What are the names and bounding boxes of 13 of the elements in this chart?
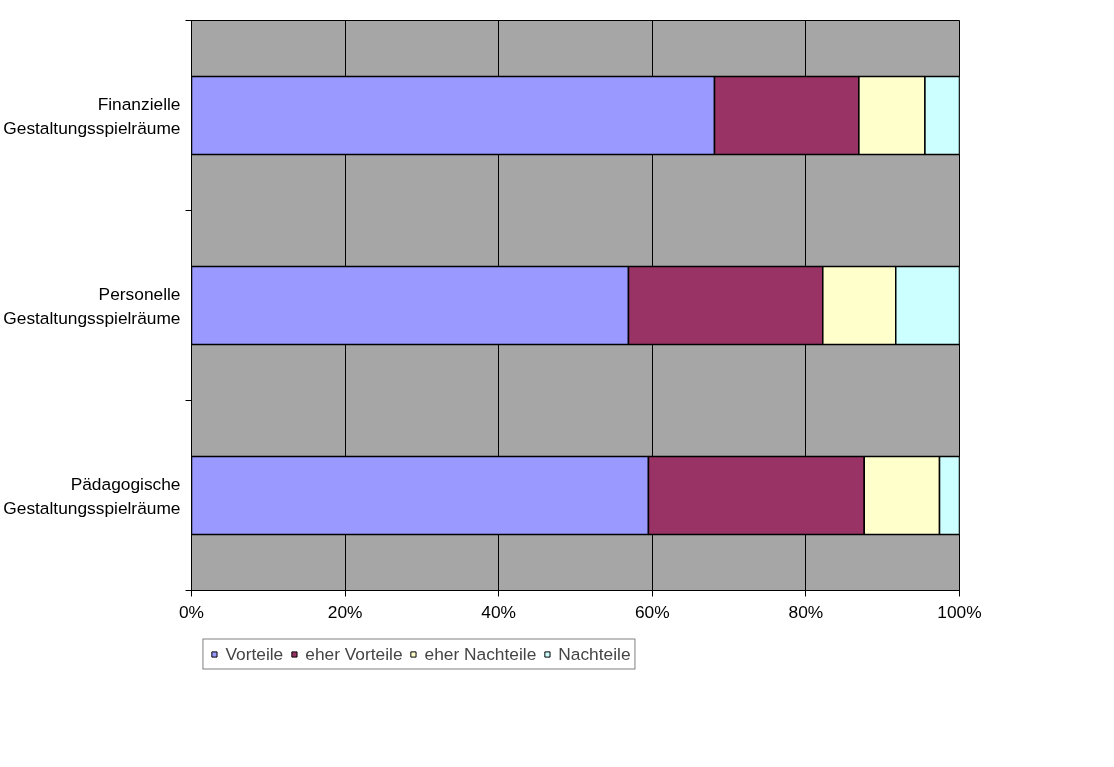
y-tick-label: Finanzielle Gestaltungsspielräume	[3, 93, 181, 138]
x-tick-label: 100%	[937, 601, 982, 622]
x-tick-label: 80%	[788, 601, 824, 622]
legend-label: Nachteile	[558, 643, 631, 665]
x-tick-label: 0%	[178, 601, 205, 622]
legend-label: eher Nachteile	[424, 643, 537, 665]
legend-label: Vorteile	[225, 643, 284, 665]
legend-label: eher Vorteile	[305, 643, 403, 665]
y-tick-label: Pädagogische Gestaltungsspielräume	[3, 473, 181, 518]
x-tick-label: 40%	[481, 601, 517, 622]
y-tick-label: Personelle Gestaltungsspielräume	[3, 283, 181, 328]
x-tick-label: 60%	[634, 601, 670, 622]
x-tick-label: 20%	[327, 601, 363, 622]
